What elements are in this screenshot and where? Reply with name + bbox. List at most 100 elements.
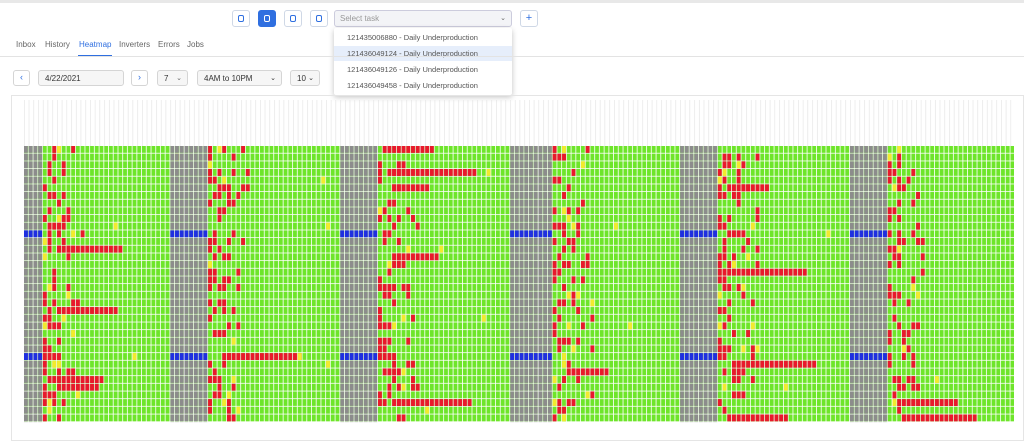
cell-blue (24, 353, 28, 360)
cell-red (887, 215, 892, 222)
calendar-button[interactable] (310, 10, 328, 27)
cell-red (557, 383, 562, 391)
cell-red (66, 368, 71, 376)
tab[interactable]: Inverters (119, 40, 151, 49)
cell-red (906, 399, 911, 407)
cell-blue (373, 230, 378, 238)
cell-red (722, 406, 727, 414)
cell-red (793, 268, 798, 276)
cell-red (585, 253, 590, 261)
hours-select[interactable]: 4AM to 10PM ⌄ (197, 70, 282, 86)
cell-red (911, 414, 916, 422)
cell-red (934, 414, 939, 422)
cell-red (47, 161, 52, 169)
cell-red (562, 153, 566, 161)
user-button[interactable] (284, 10, 302, 27)
cell-red (779, 414, 784, 422)
cell-red (736, 376, 741, 383)
add-button[interactable]: + (520, 10, 538, 27)
cell-red (71, 376, 76, 383)
cell-red (911, 199, 916, 207)
task-option[interactable]: 121435006880 - Daily Underproduction (347, 33, 478, 42)
cell-red (788, 360, 793, 368)
cell-red (406, 360, 411, 368)
offline-band (170, 146, 209, 423)
task-option[interactable]: 121436049458 - Daily Underproduction (347, 81, 478, 90)
offline-band (850, 146, 888, 423)
cell-blue (193, 353, 198, 360)
task-select[interactable]: Select task ⌄ (334, 10, 512, 27)
cell-red (415, 399, 420, 407)
cell-red (462, 399, 467, 407)
cell-red (755, 245, 760, 253)
cell-red (378, 284, 382, 291)
days-select[interactable]: 7 ⌄ (157, 70, 188, 86)
cell-red (226, 199, 231, 207)
cell-blue (349, 353, 354, 360)
cell-red (911, 353, 916, 360)
cell-red (897, 161, 902, 169)
cell-red (557, 299, 562, 307)
cell-blue (854, 230, 859, 238)
cell-blue (368, 230, 373, 238)
interval-select[interactable]: 10 ⌄ (290, 70, 320, 86)
cell-red (61, 376, 66, 383)
cell-red (241, 238, 246, 245)
cell-red (571, 238, 576, 245)
cell-red (580, 261, 585, 268)
cell-red (911, 399, 916, 407)
task-option[interactable]: 121436049124 - Daily Underproduction (334, 46, 512, 61)
tab[interactable]: Errors (158, 40, 180, 49)
cell-blue (713, 230, 718, 238)
cell-red (66, 284, 71, 291)
cell-blue (684, 230, 689, 238)
cell-yellow (562, 353, 566, 360)
cell-red (108, 245, 113, 253)
cell-red (260, 353, 264, 360)
cell-red (378, 353, 382, 360)
cell-red (892, 291, 897, 299)
tab[interactable]: History (45, 40, 70, 49)
cell-blue (514, 353, 519, 360)
cell-blue (680, 353, 684, 360)
next-button[interactable]: › (131, 70, 148, 86)
cell-blue (883, 230, 887, 238)
tab[interactable]: Jobs (187, 40, 204, 49)
cell-yellow (562, 207, 566, 215)
cell-red (722, 353, 727, 360)
cell-blue (340, 353, 345, 360)
cell-yellow (401, 383, 406, 391)
cell-red (61, 161, 66, 169)
cell-yellow (571, 345, 576, 353)
cell-red (722, 222, 727, 230)
cell-red (52, 284, 57, 291)
cell-red (750, 268, 755, 276)
cell-red (212, 253, 217, 261)
cell-red (746, 360, 751, 368)
cell-red (61, 238, 66, 245)
top-border (0, 0, 1024, 3)
cell-red (552, 276, 557, 284)
tab[interactable]: Heatmap (79, 40, 112, 49)
task-option[interactable]: 121436049126 - Daily Underproduction (347, 65, 478, 74)
cell-blue (38, 230, 43, 238)
cell-red (425, 253, 430, 261)
cell-red (755, 268, 760, 276)
cell-red (580, 199, 585, 207)
cell-red (750, 360, 755, 368)
tab[interactable]: Inbox (16, 40, 36, 49)
cell-yellow (576, 291, 581, 299)
cell-blue (203, 230, 208, 238)
info-button[interactable] (232, 10, 250, 27)
cell-red (71, 245, 76, 253)
cell-yellow (590, 299, 595, 307)
cell-red (562, 376, 566, 383)
cell-red (717, 337, 722, 345)
date-input[interactable]: 4/22/2021 (38, 70, 124, 86)
layout-button[interactable] (258, 10, 276, 27)
prev-button[interactable]: ‹ (13, 70, 30, 86)
cell-red (118, 245, 123, 253)
cell-red (66, 253, 71, 261)
cell-red (911, 276, 916, 284)
cell-red (387, 284, 392, 291)
